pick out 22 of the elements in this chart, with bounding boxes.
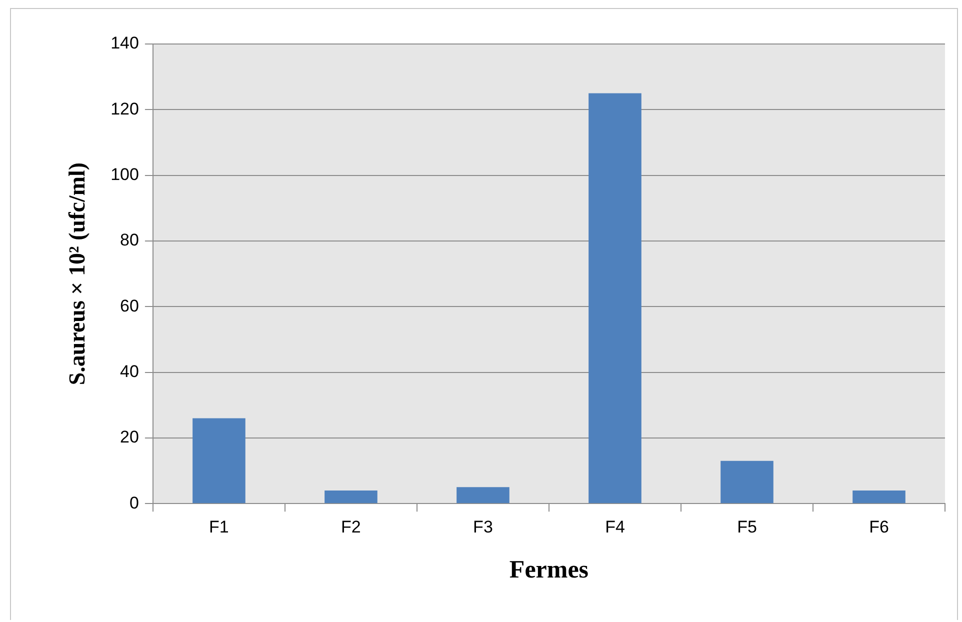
x-tick-label: F1 — [209, 517, 229, 536]
x-tick-label: F5 — [737, 517, 757, 536]
bar — [852, 490, 906, 504]
y-tick-label: 100 — [110, 165, 139, 184]
bar — [588, 93, 642, 504]
y-tick-label: 80 — [120, 230, 139, 250]
x-tick-label: F3 — [473, 517, 493, 536]
y-tick-label: 140 — [110, 34, 139, 53]
y-tick-label: 40 — [120, 362, 139, 381]
y-axis-title: S.aureus × 10² (ufc/ml) — [64, 162, 90, 386]
bar — [192, 418, 246, 504]
y-tick-label: 120 — [110, 99, 139, 118]
x-tick-label: F2 — [341, 517, 361, 536]
x-axis-title: Fermes — [509, 556, 589, 584]
x-tick-label: F4 — [605, 517, 625, 536]
y-tick-label: 60 — [120, 296, 139, 316]
bar — [324, 490, 378, 504]
bar — [720, 460, 774, 504]
x-tick-label: F6 — [869, 517, 889, 536]
bar — [456, 487, 510, 504]
y-tick-label: 0 — [129, 493, 139, 512]
y-tick-label: 20 — [120, 428, 139, 447]
